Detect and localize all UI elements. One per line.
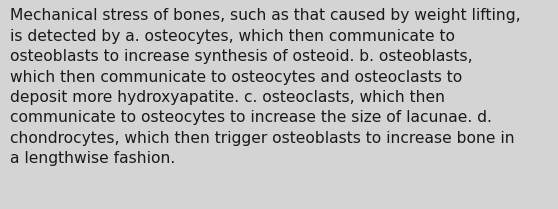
Text: Mechanical stress of bones, such as that caused by weight lifting,
is detected b: Mechanical stress of bones, such as that… (10, 8, 521, 166)
